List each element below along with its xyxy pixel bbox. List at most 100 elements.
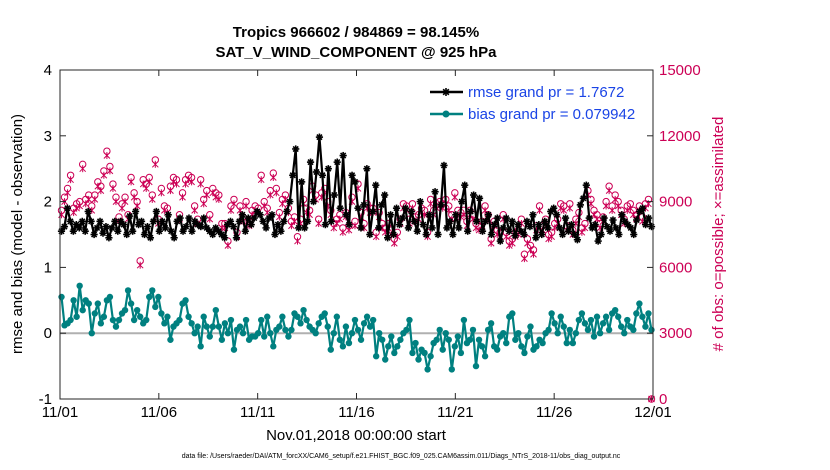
bias-point <box>611 306 619 314</box>
rmse-point-core <box>513 234 517 238</box>
y-tick-label-right: 15000 <box>659 62 701 79</box>
rmse-point-core <box>62 225 67 229</box>
rmse-point <box>472 217 481 225</box>
obs-assimilated-point <box>142 184 150 192</box>
rmse-point-core <box>531 213 535 217</box>
obs-assimilated-point <box>560 206 568 214</box>
data-file-footnote: data file: /Users/raeder/DAI/ATM_forcXX/… <box>182 453 621 460</box>
rmse-point-core <box>646 216 651 220</box>
rmse-point-core <box>362 203 366 207</box>
bias-point <box>354 326 362 334</box>
obs-assimilated-point <box>127 178 135 186</box>
rmse-point-core <box>359 226 363 230</box>
bias-point <box>639 313 646 320</box>
rmse-point <box>398 214 407 222</box>
rmse-point <box>464 227 472 235</box>
bias-point <box>509 310 516 317</box>
rmse-point-core <box>288 200 292 204</box>
y-tick-label-right: 3000 <box>659 325 692 342</box>
rmse-point-core <box>68 219 72 223</box>
bias-point <box>345 339 353 347</box>
obs-assimilated-point <box>266 191 274 199</box>
rmse-point-core <box>211 232 215 237</box>
rmse-point-core <box>347 223 351 227</box>
rmse-point <box>146 234 155 242</box>
obs-assimilated-point <box>508 239 516 247</box>
bias-point <box>403 326 410 334</box>
rmse-point <box>345 221 353 229</box>
rmse-point-core <box>540 232 544 237</box>
rmse-point-core <box>326 167 330 171</box>
bias-point <box>294 313 301 320</box>
rmse-point-core <box>605 225 609 229</box>
rmse-point <box>209 230 217 239</box>
rmse-point <box>386 211 395 219</box>
rmse-point-core <box>421 223 425 227</box>
rmse-point <box>428 224 436 232</box>
bias-point <box>167 336 174 343</box>
rmse-point-core <box>190 229 194 233</box>
rmse-point-core <box>344 213 348 217</box>
bias-point <box>288 326 295 334</box>
obs-assimilated-point <box>557 204 565 212</box>
bias-point <box>79 306 86 314</box>
obs-assimilated-point <box>590 211 598 219</box>
rmse-point <box>99 229 107 237</box>
obs-assimilated-point <box>224 241 232 249</box>
rmse-point <box>256 211 264 219</box>
rmse-point <box>301 224 309 232</box>
rmse-point <box>87 217 95 225</box>
rmse-point <box>541 217 549 225</box>
rmse-point <box>597 230 605 239</box>
rmse-point-core <box>448 219 452 223</box>
rmse-point <box>624 221 632 229</box>
rmse-point-core <box>89 219 93 223</box>
x-tick-label: 11/01 <box>42 404 78 421</box>
rmse-point <box>487 230 496 239</box>
rmse-point-core <box>463 183 467 187</box>
rmse-point-core <box>510 219 514 223</box>
rmse-point <box>306 158 315 166</box>
y-tick-label-left: 3 <box>44 128 52 145</box>
rmse-point-core <box>341 153 345 158</box>
rmse-point-core <box>110 226 114 230</box>
obs-assimilated-point <box>139 180 147 188</box>
bias-point <box>348 330 356 337</box>
bias-point <box>194 323 201 330</box>
rmse-point-core <box>273 232 277 237</box>
obs-assimilated-point <box>64 189 71 197</box>
bias-point <box>487 320 495 327</box>
obs-assimilated-point <box>294 237 301 245</box>
rmse-point <box>78 217 86 225</box>
bias-point <box>563 339 570 347</box>
rmse-point <box>277 227 285 235</box>
bias-point <box>372 353 380 360</box>
rmse-point-core <box>353 180 357 184</box>
obs-assimilated-point <box>185 176 192 184</box>
rmse-point <box>360 201 368 209</box>
rmse-point-core <box>95 226 99 230</box>
rmse-point-core <box>641 206 645 210</box>
rmse-point-core <box>377 226 381 230</box>
rmse-point-core <box>474 219 479 223</box>
rmse-point <box>556 224 564 232</box>
rmse-point-core <box>282 219 286 223</box>
rmse-point-core <box>477 196 482 200</box>
bias-point <box>200 313 207 320</box>
obs-assimilated-point <box>158 189 165 197</box>
rmse-point <box>490 221 498 229</box>
rmse-point <box>220 234 229 242</box>
bias-point <box>633 310 640 317</box>
rmse-point-core <box>92 232 96 237</box>
obs-assimilated-point <box>100 171 108 179</box>
bias-point <box>379 336 386 343</box>
rmse-point <box>499 224 507 232</box>
bias-point <box>421 349 428 357</box>
rmse-point-core <box>291 173 295 177</box>
obs-assimilated-point <box>73 204 80 212</box>
rmse-point <box>511 232 519 240</box>
bias-point <box>524 333 531 340</box>
rmse-point <box>354 204 362 212</box>
rmse-point <box>416 198 424 206</box>
obs-assimilated-point <box>288 222 295 230</box>
